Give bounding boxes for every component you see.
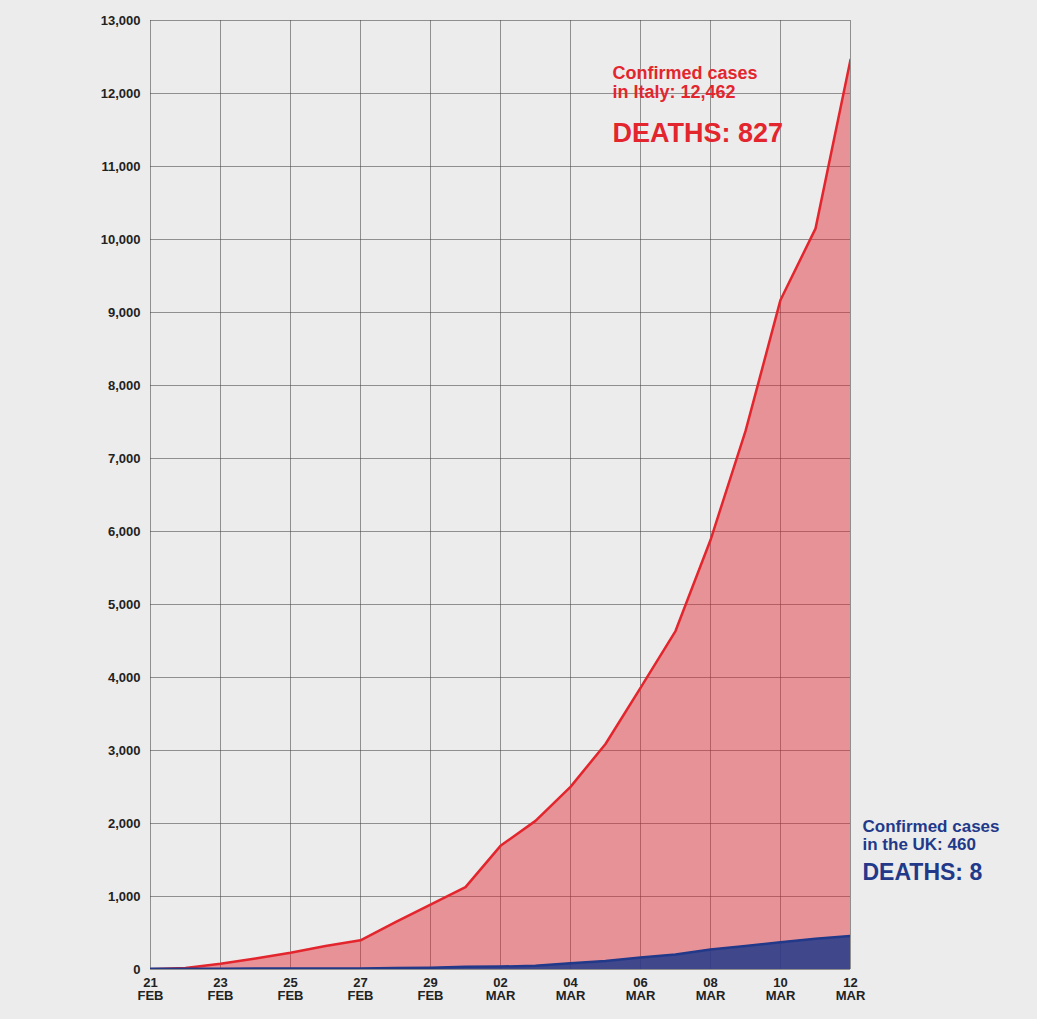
svg-text:23FEB: 23FEB — [208, 975, 234, 1003]
svg-text:3,000: 3,000 — [108, 743, 141, 758]
svg-text:13,000: 13,000 — [101, 13, 141, 28]
svg-text:1,000: 1,000 — [108, 889, 141, 904]
svg-text:06MAR: 06MAR — [626, 975, 656, 1003]
svg-text:04MAR: 04MAR — [556, 975, 586, 1003]
svg-text:DEATHS: 827: DEATHS: 827 — [613, 118, 784, 148]
svg-text:4,000: 4,000 — [108, 670, 141, 685]
svg-text:7,000: 7,000 — [108, 451, 141, 466]
svg-text:5,000: 5,000 — [108, 597, 141, 612]
svg-text:10MAR: 10MAR — [766, 975, 796, 1003]
svg-text:8,000: 8,000 — [108, 378, 141, 393]
svg-text:9,000: 9,000 — [108, 305, 141, 320]
svg-text:02MAR: 02MAR — [486, 975, 516, 1003]
svg-text:12,000: 12,000 — [101, 86, 141, 101]
svg-text:10,000: 10,000 — [101, 232, 141, 247]
svg-text:21FEB: 21FEB — [138, 975, 164, 1003]
svg-text:27FEB: 27FEB — [348, 975, 374, 1003]
svg-text:2,000: 2,000 — [108, 816, 141, 831]
svg-text:6,000: 6,000 — [108, 524, 141, 539]
svg-text:DEATHS: 8: DEATHS: 8 — [863, 859, 983, 885]
svg-text:11,000: 11,000 — [101, 159, 140, 174]
svg-text:12MAR: 12MAR — [836, 975, 866, 1003]
svg-text:Confirmed casesin the UK: 460: Confirmed casesin the UK: 460 — [863, 817, 1000, 854]
svg-text:29FEB: 29FEB — [418, 975, 444, 1003]
svg-text:0: 0 — [133, 962, 140, 977]
svg-text:Confirmed casesin Italy: 12,46: Confirmed casesin Italy: 12,462 — [613, 63, 758, 102]
svg-text:08MAR: 08MAR — [696, 975, 726, 1003]
svg-text:25FEB: 25FEB — [278, 975, 304, 1003]
